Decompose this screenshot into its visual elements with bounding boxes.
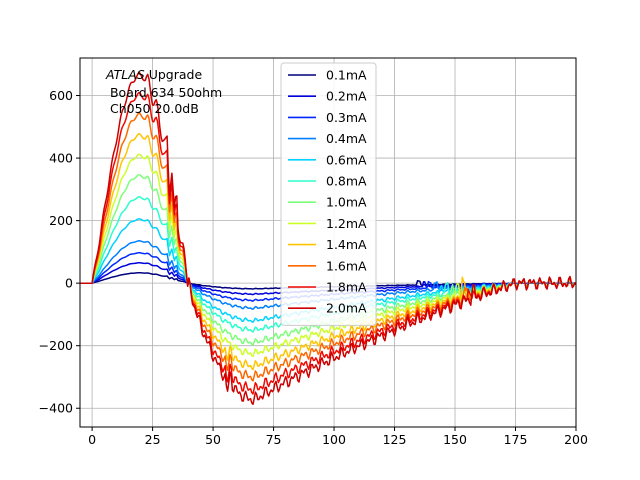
plot-frame — [79, 57, 577, 428]
y-tick-label: −200 — [39, 338, 73, 353]
y-tick-label: 600 — [49, 88, 73, 103]
annotation-line-1: ATLAS Upgrade — [105, 67, 202, 82]
legend-label-1.8mA: 1.8mA — [326, 280, 367, 295]
axes-frame — [79, 57, 577, 428]
legend-label-0.4mA: 0.4mA — [326, 131, 367, 146]
annotation-block: ATLAS Upgrade Board 634 50ohm Ch050 20.0… — [105, 67, 222, 116]
x-tick-label: 150 — [443, 432, 467, 447]
legend-label-1.6mA: 1.6mA — [326, 258, 367, 273]
legend-box — [280, 62, 377, 326]
x-tick-label: 50 — [205, 432, 221, 447]
x-tick-label: 200 — [564, 432, 588, 447]
y-tick-label: −400 — [39, 401, 73, 416]
y-tick-label: 200 — [49, 213, 73, 228]
y-tick-label: 400 — [49, 151, 73, 166]
legend-label-0.6mA: 0.6mA — [326, 152, 367, 167]
x-tick-label: 175 — [504, 432, 528, 447]
x-tick-label: 75 — [266, 432, 282, 447]
legend-label-0.3mA: 0.3mA — [326, 110, 367, 125]
annotation-line-3: Ch050 20.0dB — [106, 101, 199, 116]
legend-label-1.4mA: 1.4mA — [326, 237, 367, 252]
legend-label-0.8mA: 0.8mA — [326, 174, 367, 189]
x-tick-label: 100 — [322, 432, 346, 447]
annotation-atlas: ATLAS — [105, 67, 145, 82]
legend: 0.1mA 0.2mA 0.3mA 0.4mA 0.6mA 0.8mA 1.0mA 1.2mA… — [280, 62, 377, 326]
legend-label-1.2mA: 1.2mA — [326, 216, 367, 231]
series-line-2.0mA — [80, 71, 577, 406]
legend-label-0.2mA: 0.2mA — [326, 89, 367, 104]
annotation-upgrade: Upgrade — [145, 67, 203, 82]
x-tick-label: 25 — [145, 432, 161, 447]
legend-label-0.1mA: 0.1mA — [326, 68, 367, 83]
x-tick-label: 0 — [88, 432, 96, 447]
legend-label-2.0mA: 2.0mA — [326, 301, 367, 316]
legend-label-1.0mA: 1.0mA — [326, 195, 367, 210]
y-tick-label: 0 — [65, 276, 73, 291]
annotation-line-2: Board 634 50ohm — [106, 85, 222, 100]
axis-ticks: 0 25 50 75 100 125 150 175 200 −400 −200 0 200 400 600 — [39, 88, 588, 447]
x-tick-label: 125 — [383, 432, 407, 447]
